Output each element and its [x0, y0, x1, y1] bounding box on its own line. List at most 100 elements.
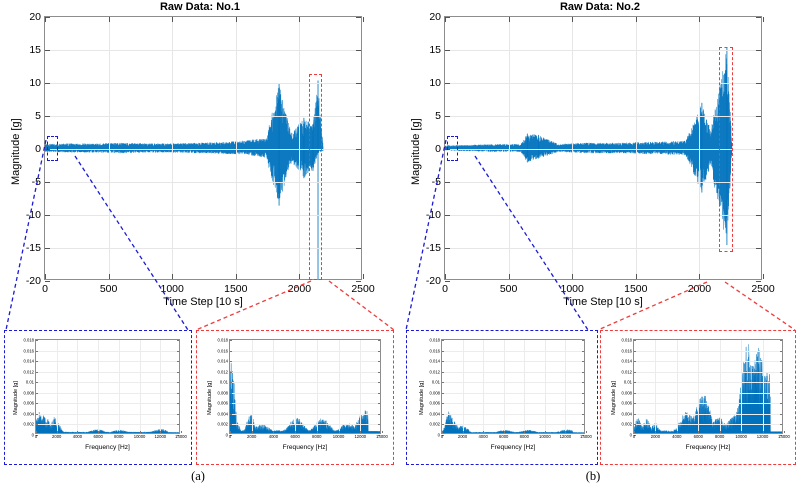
inset-x-tickmark — [181, 431, 182, 433]
x-tickmark — [508, 17, 510, 22]
inset-x-tickmark — [36, 431, 37, 433]
inset-y-tick-label: 0 — [629, 432, 632, 438]
inset-gridline-h — [634, 403, 782, 405]
y-tickmark — [45, 17, 50, 18]
inset-y-tickmark — [378, 361, 380, 363]
inset-y-tick-label: 0.004 — [621, 411, 632, 417]
inset-y-tick-label: 0.016 — [621, 348, 632, 354]
inset-y-tickmark — [442, 435, 444, 436]
gridline-v — [699, 17, 701, 279]
inset-y-tickmark — [582, 435, 584, 436]
inset-gridline-v — [483, 340, 485, 433]
y-tick-label: 5 — [435, 110, 441, 122]
inset-y-tick-label: 0.008 — [217, 390, 228, 396]
inset-a-start: 0.018 0.016 0.014 0.012 0.01 0.008 0.006 0.004 0… — [4, 330, 192, 465]
inset-y-tickmark — [442, 392, 444, 394]
inset-gridline-v — [160, 340, 162, 433]
y-tickmark — [445, 17, 450, 18]
inset-x-tickmark — [360, 431, 362, 433]
inset-y-tickmark — [780, 424, 782, 426]
x-tickmark — [445, 17, 446, 22]
inset-gridline-h — [36, 382, 179, 384]
inset-x-tick-label: 0 — [34, 434, 38, 439]
x-tick-label: 0 — [442, 283, 448, 295]
inset-y-tick-label: 0.01 — [431, 379, 440, 385]
inset-x-tickmark — [139, 431, 141, 433]
y-tickmark — [445, 215, 450, 216]
x-tickmark — [445, 274, 446, 279]
inset-a-event-xlabel: Frequency [Hz] — [282, 444, 328, 451]
inset-gridline-h — [442, 371, 584, 373]
inset-gridline-h — [230, 392, 380, 394]
y-tickmark — [756, 215, 761, 216]
gridline-h — [45, 116, 361, 117]
inset-y-tickmark — [177, 413, 179, 415]
inset-a-start-spectrum — [36, 412, 179, 433]
y-tickmark — [45, 50, 50, 51]
gridline-h — [445, 83, 761, 84]
gridline-h — [445, 248, 761, 249]
inset-y-tick-label: 0.014 — [23, 358, 34, 364]
x-tickmark — [172, 274, 174, 279]
inset-gridline-v — [139, 340, 141, 433]
inset-x-tickmark — [762, 431, 764, 433]
inset-y-tickmark — [634, 403, 636, 405]
inset-x-tick-label: 2000 — [650, 434, 661, 439]
inset-b-event: 0.018 0.016 0.014 0.012 0.01 0.008 0.006 0.004 0… — [600, 330, 796, 465]
inset-y-tickmark — [780, 350, 782, 352]
inset-y-tickmark — [36, 403, 38, 405]
gridline-h — [445, 149, 761, 150]
inset-y-tickmark — [177, 350, 179, 352]
panel-b-title: Raw Data: No.2 — [559, 1, 641, 13]
y-tick-label: -10 — [25, 209, 41, 221]
inset-x-tick-label: 8000 — [519, 434, 529, 439]
inset-x-tick-label: 14000 — [175, 434, 187, 439]
inset-y-tickmark — [230, 413, 232, 415]
inset-y-tickmark — [442, 340, 444, 341]
inset-gridline-h — [634, 371, 782, 373]
gridline-v — [108, 17, 110, 279]
inset-gridline-h — [36, 371, 179, 373]
inset-y-tickmark — [36, 382, 38, 384]
inset-y-tickmark — [780, 413, 782, 415]
y-tick-label: 5 — [35, 110, 41, 122]
y-tickmark — [356, 248, 361, 249]
inset-a-event: 0.018 0.016 0.014 0.012 0.01 0.008 0.006 0.004 0… — [196, 330, 394, 465]
y-tickmark — [756, 281, 761, 282]
panel-b: Raw Data: No.2 Magnitude [g] Time Step [… — [400, 0, 800, 320]
inset-gridline-h — [442, 413, 584, 415]
inset-y-tick-label: 0.006 — [23, 400, 34, 406]
inset-y-tickmark — [177, 403, 179, 405]
y-tick-label: 15 — [429, 44, 441, 56]
inset-x-tickmark — [251, 431, 253, 433]
inset-y-tickmark — [230, 361, 232, 363]
x-tick-label: 500 — [99, 283, 118, 295]
inset-gridline-h — [442, 403, 584, 405]
inset-y-tick-label: 0.004 — [429, 411, 440, 417]
inset-y-tickmark — [177, 392, 179, 394]
inset-y-tickmark — [780, 361, 782, 363]
inset-gridline-v — [98, 340, 100, 433]
inset-y-tick-label: 0.012 — [23, 369, 34, 375]
inset-x-tick-label: 12000 — [154, 434, 167, 439]
inset-y-tick-label: 0 — [31, 432, 34, 438]
x-tick-label: 2000 — [687, 283, 712, 295]
x-tickmark — [363, 17, 364, 22]
panel-a-signal — [45, 80, 324, 279]
inset-x-tick-label: 14000 — [580, 434, 592, 439]
y-tickmark — [445, 281, 450, 282]
inset-y-tick-label: 0.008 — [429, 390, 440, 396]
gridline-h — [45, 50, 361, 51]
y-tickmark — [45, 182, 50, 183]
inset-y-tick-label: 0.018 — [429, 337, 440, 343]
inset-y-tickmark — [378, 403, 380, 405]
inset-gridline-v — [676, 340, 678, 433]
y-tick-label: 0 — [35, 143, 41, 155]
inset-y-tickmark — [634, 392, 636, 394]
gridline-h — [45, 248, 361, 249]
inset-y-tickmark — [36, 413, 38, 415]
inset-x-tickmark — [273, 431, 275, 433]
y-tickmark — [445, 116, 450, 117]
inset-y-tickmark — [36, 340, 38, 341]
inset-gridline-v — [360, 340, 362, 433]
